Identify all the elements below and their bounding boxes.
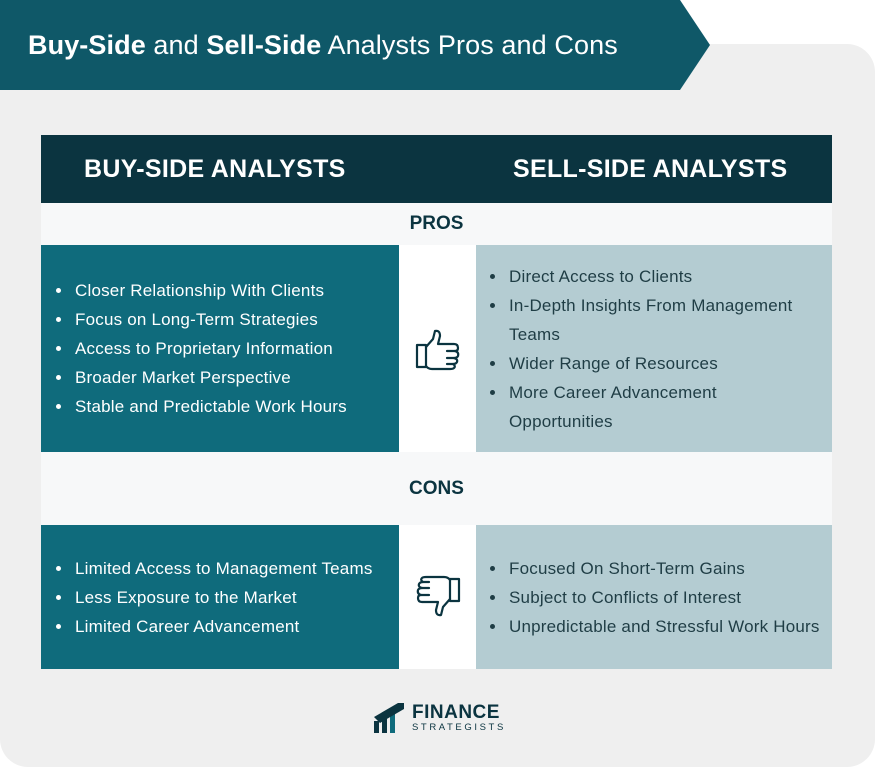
- title-banner: Buy-Side and Sell-Side Analysts Pros and…: [0, 0, 710, 90]
- buy-side-pros-list: Closer Relationship With Clients Focus on…: [41, 276, 347, 421]
- pros-section-label: PROS: [41, 203, 832, 245]
- logo-line-2: STRATEGISTS: [412, 722, 506, 734]
- list-item: Limited Access to Management Teams: [56, 554, 373, 583]
- list-item: In-Depth Insights From Management Teams: [490, 291, 822, 349]
- list-item: Less Exposure to the Market: [56, 583, 373, 612]
- pros-icon-cell: [399, 245, 476, 452]
- thumbs-down-icon: [416, 575, 460, 617]
- list-item: More Career Advancement Opportunities: [490, 378, 822, 436]
- page-title: Buy-Side and Sell-Side Analysts Pros and…: [28, 29, 618, 60]
- list-item: Subject to Conflicts of Interest: [490, 583, 820, 612]
- sell-side-cons-cell: Focused On Short-Term Gains Subject to Co…: [476, 525, 832, 669]
- cons-section-label: CONS: [41, 452, 832, 525]
- list-item: Unpredictable and Stressful Work Hours: [490, 612, 820, 641]
- list-item: Focus on Long-Term Strategies: [56, 305, 347, 334]
- list-item: Focused On Short-Term Gains: [490, 554, 820, 583]
- logo-mark-icon: [374, 703, 404, 733]
- buy-side-cons-list: Limited Access to Management Teams Less E…: [41, 554, 373, 641]
- sell-side-pros-list: Direct Access to Clients In-Depth Insight…: [476, 262, 832, 436]
- sell-side-cons-list: Focused On Short-Term Gains Subject to Co…: [476, 554, 830, 641]
- buy-side-column-header: BUY-SIDE ANALYSTS: [84, 155, 346, 183]
- list-item: Limited Career Advancement: [56, 612, 373, 641]
- list-item: Broader Market Perspective: [56, 363, 347, 392]
- buy-side-pros-cell: Closer Relationship With Clients Focus on…: [41, 245, 399, 452]
- list-item: Direct Access to Clients: [490, 262, 822, 291]
- cons-icon-cell: [399, 525, 476, 669]
- table-header: BUY-SIDE ANALYSTS SELL-SIDE ANALYSTS: [41, 135, 832, 203]
- sell-side-pros-cell: Direct Access to Clients In-Depth Insight…: [476, 245, 832, 452]
- list-item: Closer Relationship With Clients: [56, 276, 347, 305]
- list-item: Wider Range of Resources: [490, 349, 822, 378]
- logo-line-1: FINANCE: [412, 702, 500, 724]
- list-item: Stable and Predictable Work Hours: [56, 392, 347, 421]
- buy-side-cons-cell: Limited Access to Management Teams Less E…: [41, 525, 399, 669]
- thumbs-up-icon: [415, 329, 459, 370]
- finance-strategists-logo: FINANCE STRATEGISTS: [372, 700, 506, 736]
- sell-side-column-header: SELL-SIDE ANALYSTS: [513, 155, 788, 183]
- list-item: Access to Proprietary Information: [56, 334, 347, 363]
